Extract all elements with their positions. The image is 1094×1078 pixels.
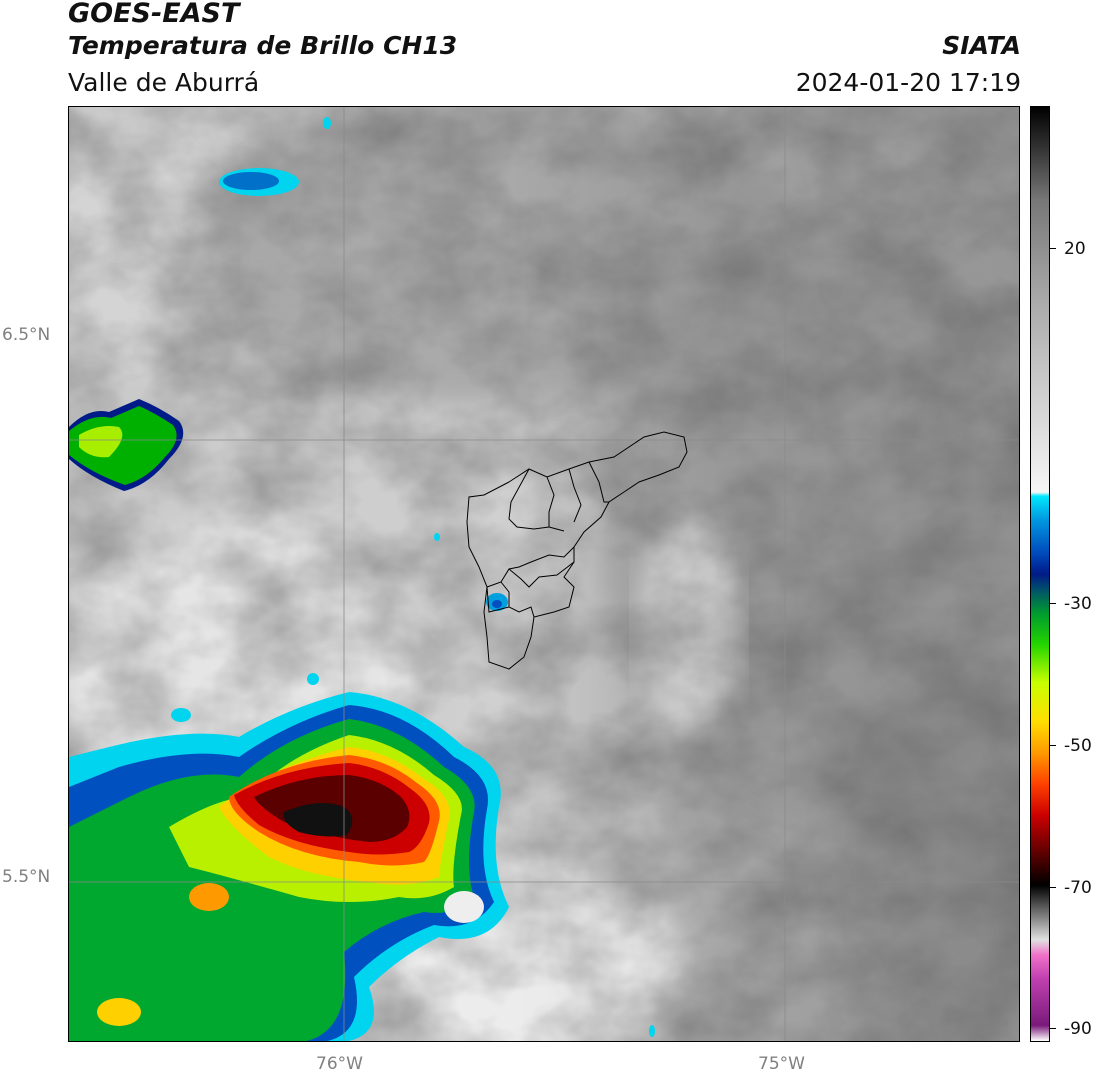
colorbar-label-minus70: -70 [1064, 878, 1092, 898]
lat-label-5.5n: 5.5°N [2, 867, 51, 887]
lon-label-75w: 75°W [758, 1054, 805, 1074]
colorbar-tick-minus50 [1050, 745, 1056, 746]
cold-cloud-top-north [219, 117, 331, 196]
convective-storm [69, 673, 655, 1041]
municipal-boundaries [466, 431, 688, 670]
lat-label-6.5n: 6.5°N [2, 325, 51, 345]
colorbar-tick-20 [1050, 248, 1056, 249]
organization-name: SIATA [942, 31, 1021, 60]
colorbar [1030, 106, 1050, 1042]
satellite-name: GOES-EAST [68, 0, 240, 29]
colorbar-tick-minus90 [1050, 1028, 1056, 1029]
lon-label-76w: 76°W [316, 1054, 363, 1074]
cold-cloud-top-west [69, 399, 184, 491]
colorbar-label-minus30: -30 [1064, 594, 1092, 614]
timestamp: 2024-01-20 17:19 [795, 68, 1021, 97]
colorbar-label-minus50: -50 [1064, 736, 1092, 756]
colorbar-tick-minus30 [1050, 603, 1056, 604]
gridlines [69, 107, 1019, 1041]
colorbar-label-20: 20 [1064, 239, 1086, 259]
satellite-map[interactable] [68, 106, 1020, 1042]
aburra-valley-outline [466, 431, 688, 670]
region-name: Valle de Aburrá [68, 68, 260, 97]
product-title: Temperatura de Brillo CH13 [68, 31, 458, 60]
colorbar-label-minus90: -90 [1064, 1019, 1092, 1039]
aburra-valley-blob [434, 533, 508, 611]
colorbar-tick-minus70 [1050, 887, 1056, 888]
cloud-background [69, 107, 1019, 1041]
